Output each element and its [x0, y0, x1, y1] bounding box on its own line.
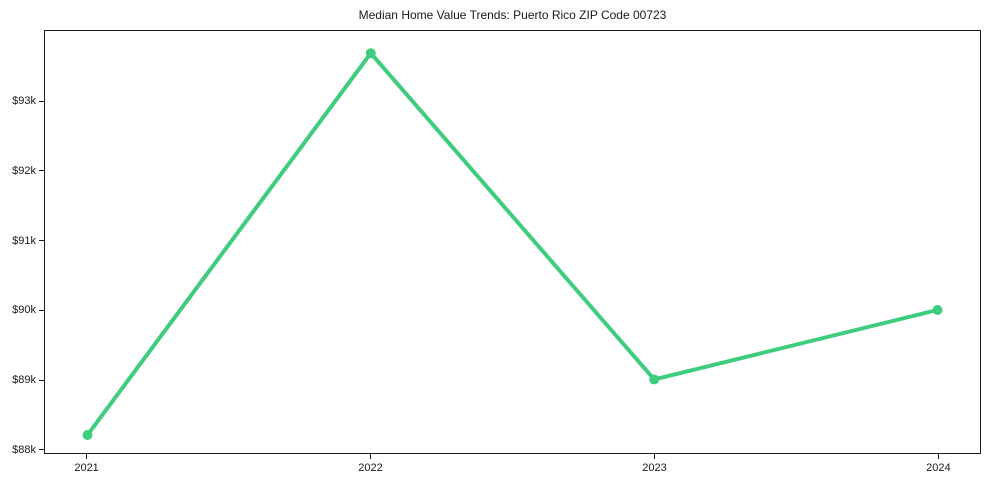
x-tick-label: 2021: [74, 462, 99, 474]
trend-line: [85, 51, 940, 437]
y-tick-label: $92k: [12, 164, 36, 177]
y-tick-label: $90k: [12, 304, 36, 317]
line-chart-canvas: [82, 48, 943, 440]
plot-area: [44, 30, 981, 454]
y-tick-mark: [39, 449, 44, 451]
data-point-2022: [365, 48, 376, 59]
y-tick-mark: [39, 240, 44, 242]
x-tick-label: 2023: [642, 462, 667, 474]
chart-title: Median Home Value Trends: Puerto Rico ZI…: [358, 8, 667, 22]
data-point-2024: [932, 305, 943, 315]
x-tick-mark: [937, 454, 939, 459]
x-tick-mark: [653, 454, 655, 459]
data-point-2023: [649, 374, 660, 385]
y-tick-mark: [39, 379, 44, 381]
x-tick-mark: [86, 454, 88, 459]
y-tick-label: $89k: [12, 374, 36, 387]
x-tick-label: 2022: [358, 462, 383, 474]
y-tick-label: $88k: [12, 443, 36, 456]
y-tick-label: $93k: [12, 95, 36, 108]
x-tick-mark: [370, 454, 372, 459]
data-point-2021: [82, 430, 93, 440]
y-tick-mark: [39, 170, 44, 172]
y-tick-mark: [39, 100, 44, 102]
x-tick-label: 2024: [926, 462, 951, 474]
y-tick-label: $91k: [12, 234, 36, 247]
y-tick-mark: [39, 309, 44, 311]
